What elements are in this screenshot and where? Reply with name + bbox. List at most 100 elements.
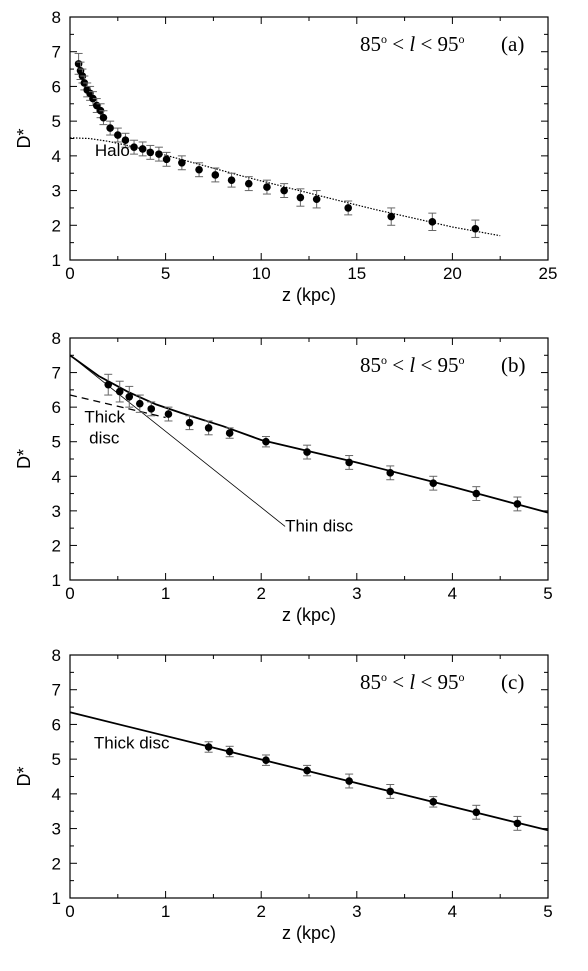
x-tick-label: 0 (65, 584, 74, 603)
data-point (429, 479, 438, 488)
y-tick-label: 2 (52, 536, 61, 555)
curve-annotation: Halo (95, 141, 130, 160)
less-than: < (415, 353, 437, 377)
x-tick-label: 2 (256, 584, 265, 603)
degree-sign: o (381, 353, 387, 367)
y-tick-label: 3 (52, 502, 61, 521)
data-point (147, 405, 156, 413)
data-point (211, 171, 220, 179)
curve-annotation: Thin disc (285, 517, 354, 536)
data-point (513, 500, 522, 508)
y-tick-label: 1 (52, 889, 61, 908)
y-tick-label: 7 (52, 364, 61, 383)
plot-frame (69, 16, 549, 261)
y-tick-label: 5 (52, 112, 61, 131)
data-point (386, 469, 395, 477)
longitude-symbol: l (409, 353, 415, 377)
y-tick-label: 4 (52, 467, 61, 486)
data-point (262, 756, 270, 764)
data-point (106, 124, 114, 132)
data-point (130, 143, 138, 151)
y-axis-label: D* (14, 766, 34, 786)
data-point (472, 489, 481, 498)
y-tick-label: 4 (52, 785, 61, 804)
data-point (115, 387, 124, 396)
data-point (429, 798, 438, 806)
data-point (146, 148, 155, 157)
data-point (344, 204, 352, 212)
degree-sign: o (459, 670, 465, 684)
data-point (280, 186, 288, 195)
data-point (387, 212, 396, 221)
data-point (204, 743, 213, 751)
data-point (227, 176, 236, 184)
x-tick-label: 5 (543, 902, 552, 921)
data-point (162, 155, 171, 164)
degree-sign: o (381, 32, 387, 46)
data-point (263, 183, 271, 191)
longitude-symbol: l (409, 32, 415, 56)
data-point (345, 777, 353, 785)
y-tick-label: 4 (52, 147, 61, 166)
data-point (178, 159, 186, 167)
data-point (138, 145, 147, 153)
longitude-symbol: l (409, 670, 415, 694)
x-tick-label: 0 (65, 264, 74, 283)
y-axis-label: D* (14, 128, 34, 148)
data-point (303, 766, 311, 775)
y-tick-label: 2 (52, 854, 61, 873)
x-tick-label: 1 (161, 902, 170, 921)
x-tick-label: 1 (161, 584, 170, 603)
data-point (121, 136, 130, 145)
y-tick-label: 5 (52, 750, 61, 769)
range-upper: 95 (438, 32, 459, 56)
x-tick-label: 4 (448, 902, 457, 921)
data-point (99, 113, 108, 122)
x-tick-label: 25 (539, 264, 558, 283)
y-tick-label: 8 (52, 8, 61, 27)
x-tick-label: 0 (65, 902, 74, 921)
x-tick-label: 5 (543, 584, 552, 603)
data-point (225, 429, 234, 437)
range-upper: 95 (438, 670, 459, 694)
curve-annotation: Thick disc (94, 734, 170, 753)
y-tick-label: 3 (52, 820, 61, 839)
less-than: < (387, 32, 409, 56)
x-tick-label: 10 (252, 264, 271, 283)
range-lower: 85 (360, 353, 381, 377)
data-point (312, 195, 321, 204)
data-point (204, 424, 213, 432)
degree-sign: o (459, 32, 465, 46)
x-tick-label: 3 (352, 584, 361, 603)
y-tick-label: 6 (52, 77, 61, 96)
panel-label: (b) (501, 353, 526, 377)
y-tick-label: 7 (52, 43, 61, 62)
x-axis-label: z (kpc) (282, 605, 336, 625)
longitude-range: 85o < l < 95o (360, 32, 465, 56)
data-point (104, 380, 113, 389)
data-point (303, 448, 311, 456)
data-point (386, 787, 395, 796)
y-tick-label: 1 (52, 571, 61, 590)
x-axis-label: z (kpc) (282, 285, 336, 305)
y-tick-label: 6 (52, 398, 61, 417)
data-point (296, 193, 305, 202)
data-point (135, 399, 144, 408)
longitude-range: 85o < l < 95o (360, 353, 465, 377)
x-tick-label: 3 (352, 902, 361, 921)
data-point (164, 410, 173, 418)
less-than: < (415, 32, 437, 56)
degree-sign: o (381, 670, 387, 684)
data-point (262, 437, 270, 446)
x-tick-label: 2 (256, 902, 265, 921)
halo-curve (69, 137, 501, 237)
range-lower: 85 (360, 670, 381, 694)
data-point (185, 418, 194, 427)
data-point (74, 60, 83, 68)
x-tick-label: 20 (443, 264, 462, 283)
x-tick-label: 15 (347, 264, 366, 283)
data-point (428, 218, 437, 226)
data-point (155, 150, 163, 158)
